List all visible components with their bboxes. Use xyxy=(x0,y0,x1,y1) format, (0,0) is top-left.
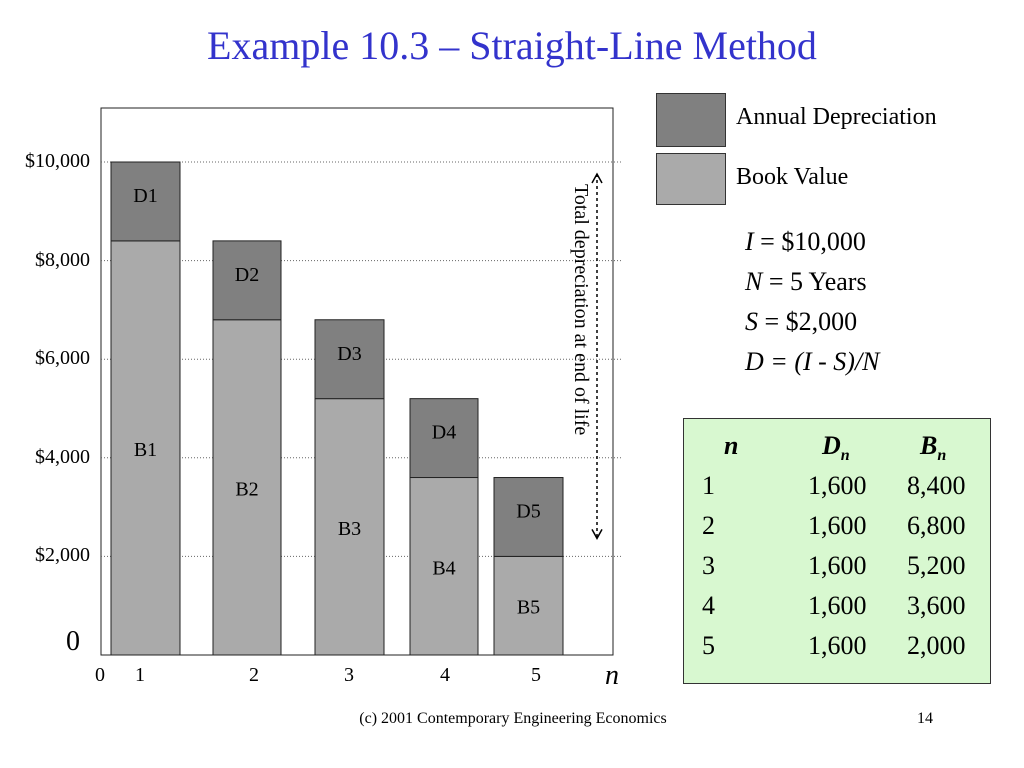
bar-label-d4: D4 xyxy=(432,422,456,444)
y-zero-label: 0 xyxy=(66,626,80,657)
table-cell-n: 5 xyxy=(702,631,715,660)
table-header-d: Dn xyxy=(822,431,850,465)
bar-label-b2: B2 xyxy=(235,478,258,500)
y-tick-label: $10,000 xyxy=(25,150,90,172)
legend-swatch-book-value xyxy=(656,153,726,205)
table-cell-d: 1,600 xyxy=(808,631,867,660)
table-cell-n: 4 xyxy=(702,591,715,620)
table-cell-d: 1,600 xyxy=(808,591,867,620)
bar-label-d1: D1 xyxy=(133,185,157,207)
x-axis-label: n xyxy=(605,660,619,691)
bar-depreciation-3 xyxy=(314,319,385,400)
bar-book-value-4 xyxy=(409,477,479,656)
arrow-head-top xyxy=(591,172,603,184)
x-tick-label: 1 xyxy=(135,664,145,686)
bar-depreciation-4 xyxy=(409,398,479,479)
table-cell-b: 3,600 xyxy=(907,591,966,620)
x-tick-label: 4 xyxy=(440,664,450,686)
y-tick-label: $2,000 xyxy=(35,544,90,567)
y-tick-label: $8,000 xyxy=(35,248,90,271)
table-cell-n: 3 xyxy=(702,551,715,580)
table-header-n: n xyxy=(724,431,739,460)
arrow-head-bottom xyxy=(591,529,603,540)
bar-depreciation-5 xyxy=(493,477,564,557)
table-cell-d: 1,600 xyxy=(808,551,867,580)
table-cell-n: 1 xyxy=(702,471,715,500)
given-initial-cost: I = $10,000 xyxy=(745,227,866,256)
table-header-b: Bn xyxy=(920,431,947,465)
given-formula: D = (I - S)/N xyxy=(745,347,880,376)
slide-title: Example 10.3 – Straight-Line Method xyxy=(207,23,817,68)
bar-label-b5: B5 xyxy=(517,597,540,619)
table-cell-b: 8,400 xyxy=(907,471,966,500)
table-cell-b: 5,200 xyxy=(907,551,966,580)
table-cell-d: 1,600 xyxy=(808,471,867,500)
bar-label-b4: B4 xyxy=(432,557,455,579)
table-cell-b: 6,800 xyxy=(907,511,966,540)
table-cell-b: 2,000 xyxy=(907,631,966,660)
given-life: N = 5 Years xyxy=(745,267,867,296)
bar-book-value-2 xyxy=(212,319,282,656)
bar-depreciation-2 xyxy=(212,240,282,321)
y-tick-label: $4,000 xyxy=(35,445,90,468)
x-tick-label: 3 xyxy=(344,664,354,686)
x-tick-label: 5 xyxy=(531,664,541,686)
footer-copyright: (c) 2001 Contemporary Engineering Econom… xyxy=(359,710,667,727)
bar-label-d2: D2 xyxy=(235,264,259,286)
depreciation-table: n Dn Bn 1 1,600 8,400 2 1,600 6,800 3 1,600 5,20… xyxy=(683,418,991,684)
x-tick-label: 2 xyxy=(249,664,259,686)
bar-label-b3: B3 xyxy=(338,518,361,540)
legend-label-book-value: Book Value xyxy=(736,164,849,190)
y-tick-label: $6,000 xyxy=(35,347,90,370)
bar-label-d5: D5 xyxy=(516,501,540,523)
bar-depreciation-1 xyxy=(110,161,181,242)
bar-label-b1: B1 xyxy=(134,439,157,461)
x-tick-label: 0 xyxy=(95,664,105,686)
table-cell-n: 2 xyxy=(702,511,715,540)
table-cell-d: 1,600 xyxy=(808,511,867,540)
legend-label-depreciation: Annual Depreciation xyxy=(736,104,937,130)
bar-book-value-1 xyxy=(110,240,181,656)
bar-label-d3: D3 xyxy=(337,343,361,365)
legend-swatch-depreciation xyxy=(656,93,726,147)
bar-book-value-3 xyxy=(314,398,385,656)
footer-page-number: 14 xyxy=(917,710,933,727)
given-salvage: S = $2,000 xyxy=(745,307,858,336)
